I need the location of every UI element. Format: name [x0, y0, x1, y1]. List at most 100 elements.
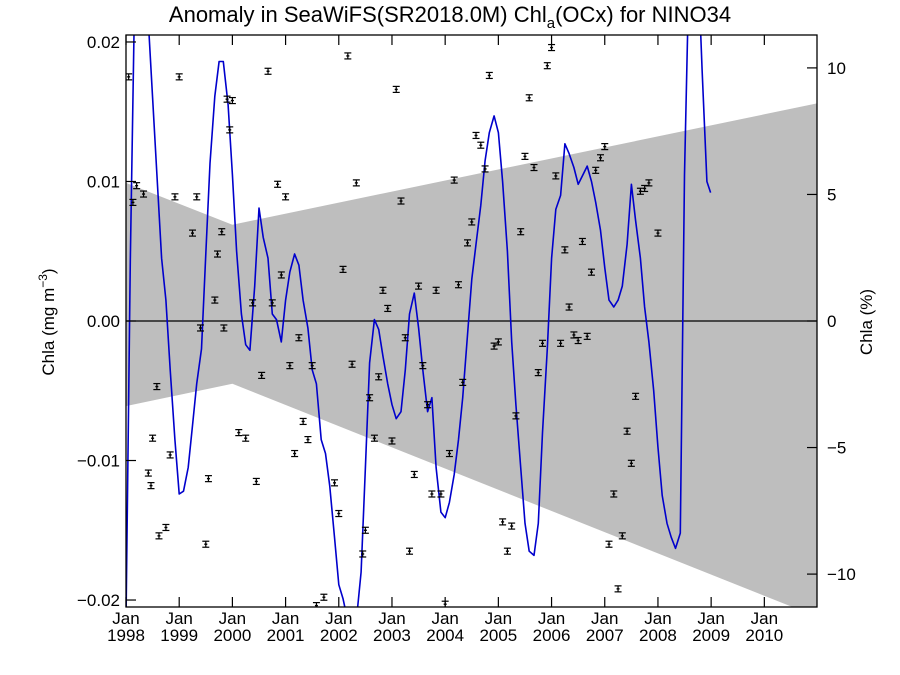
error-bar-point-39	[304, 435, 312, 444]
x-tick-label-year-12: 2010	[745, 626, 783, 645]
error-bar-point-108	[618, 532, 626, 540]
error-bar-point-6	[149, 434, 157, 442]
error-bar-point-81	[499, 518, 507, 526]
error-bar-point-33	[277, 271, 285, 279]
error-bar-point-48	[352, 179, 360, 187]
error-bar-point-8	[155, 532, 163, 540]
error-bar-point-7	[153, 382, 161, 391]
error-bar-point-37	[295, 334, 303, 342]
error-bar-point-67	[437, 490, 445, 498]
x-tick-label-year-11: 2009	[692, 626, 730, 645]
error-bar-point-20	[218, 228, 226, 236]
error-bar-point-74	[468, 218, 476, 226]
error-bar-point-64	[424, 401, 432, 409]
error-bar-point-94	[557, 339, 565, 347]
shaded-band	[126, 103, 817, 607]
error-bar-point-115	[654, 229, 662, 237]
error-bar-point-85	[517, 228, 525, 236]
error-bar-point-90	[539, 339, 547, 347]
error-bar-point-55	[384, 304, 392, 313]
y-tick-label-left-1: −0.01	[77, 452, 120, 471]
x-tick-label-month-4: Jan	[325, 609, 352, 628]
error-bar-point-2	[133, 182, 141, 190]
error-bar-point-30	[264, 67, 272, 75]
error-bar-point-78	[485, 71, 493, 80]
y-tick-label-right-0: −10	[827, 565, 856, 584]
error-bar-point-72	[459, 378, 467, 386]
error-bar-point-104	[601, 143, 609, 151]
error-bar-point-49	[359, 550, 367, 558]
x-tick-label-year-6: 2004	[426, 626, 464, 645]
error-bar-point-96	[565, 303, 573, 311]
error-bar-point-93	[552, 172, 560, 180]
x-tick-label-year-8: 2006	[533, 626, 571, 645]
error-bar-point-80	[494, 338, 502, 346]
error-bar-point-95	[561, 246, 569, 254]
error-bar-point-56	[388, 437, 396, 445]
x-tick-label-month-1: Jan	[165, 609, 192, 628]
x-tick-label-year-0: 1998	[107, 626, 145, 645]
series-line-0	[126, 35, 712, 607]
error-bar-point-22	[223, 95, 231, 103]
error-bar-point-5	[147, 482, 155, 490]
y-tick-label-left-2: 0.00	[87, 312, 120, 331]
error-bar-point-111	[632, 392, 640, 400]
x-tick-label-month-0: Jan	[112, 609, 139, 628]
x-tick-label-month-10: Jan	[644, 609, 671, 628]
error-bar-point-25	[235, 429, 243, 437]
y-tick-label-right-3: 5	[827, 185, 836, 204]
error-bar-point-100	[583, 332, 591, 340]
error-bar-point-12	[175, 73, 183, 81]
error-bar-point-73	[464, 239, 472, 247]
error-bar-point-10	[166, 451, 174, 459]
error-bar-point-51	[366, 394, 374, 402]
error-bar-point-110	[627, 459, 635, 467]
error-bar-point-47	[348, 360, 356, 368]
error-bar-point-76	[477, 141, 485, 149]
error-bar-point-21	[220, 324, 228, 332]
error-bar-point-38	[299, 417, 307, 426]
error-bar-point-42	[320, 593, 328, 601]
error-bar-point-83	[508, 522, 516, 530]
error-bar-point-99	[578, 237, 586, 246]
error-bar-point-36	[291, 449, 299, 458]
error-bar-point-11	[171, 193, 179, 201]
error-bar-point-57	[392, 85, 400, 94]
error-bar-point-62	[415, 282, 423, 290]
error-bar-point-17	[204, 475, 212, 483]
error-bar-point-82	[503, 547, 511, 555]
error-bar-point-61	[410, 470, 418, 479]
error-bar-point-103	[596, 154, 604, 162]
x-tick-label-month-12: Jan	[751, 609, 778, 628]
error-bar-point-102	[592, 166, 600, 174]
error-bar-point-65	[428, 490, 436, 498]
error-bar-point-24	[228, 96, 236, 105]
error-bar-point-35	[286, 362, 294, 370]
error-bar-point-53	[375, 373, 383, 381]
x-tick-label-month-11: Jan	[697, 609, 724, 628]
error-bar-point-14	[193, 193, 201, 201]
x-tick-label-year-3: 2001	[267, 626, 305, 645]
y-tick-label-right-2: 0	[827, 312, 836, 331]
error-bar-point-59	[401, 334, 409, 342]
x-tick-label-month-5: Jan	[378, 609, 405, 628]
error-bar-point-84	[512, 412, 520, 420]
error-bar-point-70	[450, 176, 458, 184]
x-tick-label-year-1: 1999	[160, 626, 198, 645]
error-bar-point-3	[140, 190, 148, 198]
error-bar-point-87	[525, 94, 533, 102]
x-tick-label-year-5: 2003	[373, 626, 411, 645]
error-bar-point-71	[454, 281, 462, 289]
error-bar-point-41	[312, 602, 320, 607]
chart-title: Anomaly in SeaWiFS(SR2018.0M) Chla(OCx) …	[169, 2, 731, 32]
error-bar-point-23	[226, 126, 234, 134]
error-bar-point-58	[397, 197, 405, 205]
error-bar-point-29	[258, 371, 266, 380]
error-bar-point-86	[521, 152, 529, 160]
y-tick-label-left-4: 0.02	[87, 33, 120, 52]
error-bar-point-101	[587, 268, 595, 276]
x-tick-label-year-9: 2007	[586, 626, 624, 645]
x-tick-label-year-2: 2000	[213, 626, 251, 645]
error-bar-point-75	[472, 131, 480, 140]
plot-inner	[126, 35, 817, 607]
